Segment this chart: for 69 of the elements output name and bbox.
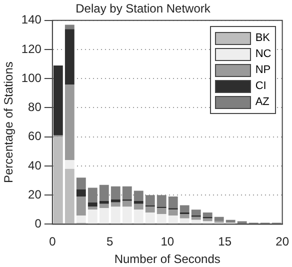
bar: [76, 196, 86, 216]
bar: [122, 206, 132, 224]
bar: [53, 136, 63, 224]
bar: [88, 202, 98, 207]
bar: [180, 218, 190, 224]
x-tick-label: 0: [49, 234, 56, 249]
chart-title: Delay by Station Network: [76, 2, 212, 16]
bar: [145, 195, 155, 206]
bar: [156, 214, 166, 224]
y-tick-label: 80: [28, 100, 42, 114]
bar: [64, 168, 74, 224]
bar: [145, 206, 155, 213]
bar: [134, 200, 144, 204]
y-tick-label: 20: [28, 187, 42, 202]
bar: [134, 190, 144, 201]
legend-label: BK: [255, 32, 270, 44]
bar: [168, 196, 178, 208]
bar: [191, 216, 201, 220]
bar: [99, 208, 109, 224]
x-tick-label: 20: [276, 234, 290, 249]
legend-label: NC: [255, 48, 272, 60]
bar: [202, 218, 212, 222]
legend-label: NP: [255, 64, 271, 76]
bar: [76, 215, 86, 223]
bar: [53, 66, 63, 136]
bar: [110, 199, 120, 202]
bar: [134, 204, 144, 210]
bar: [180, 214, 190, 218]
x-tick-label: 5: [106, 234, 114, 249]
bar: [134, 210, 144, 224]
bar: [64, 84, 74, 160]
bar: [110, 206, 120, 224]
y-tick-label: 140: [21, 12, 42, 27]
bar: [64, 24, 74, 30]
bar: [180, 205, 190, 213]
y-tick-label: 60: [28, 129, 42, 144]
bar: [64, 29, 74, 84]
bar: [156, 195, 166, 207]
bar: [168, 215, 178, 224]
bar: [214, 216, 224, 222]
bar: [88, 206, 98, 210]
y-tick-label: 100: [21, 70, 42, 85]
bar: [202, 212, 212, 217]
y-tick-label: 120: [21, 42, 42, 56]
bar: [168, 210, 178, 216]
x-axis-title: Number of Seconds: [114, 252, 220, 266]
bar: [99, 184, 109, 201]
x-tick-label: 10: [160, 234, 174, 249]
bar: [191, 210, 201, 216]
legend-label: AZ: [255, 96, 270, 108]
y-tick-label: 40: [28, 158, 42, 172]
x-tick-label: 15: [218, 234, 232, 249]
bar: [191, 220, 201, 224]
bar: [88, 188, 98, 202]
bar: [64, 160, 74, 169]
bar: [76, 178, 86, 190]
bar: [145, 212, 155, 224]
y-axis-title: Percentage of Stations: [2, 62, 16, 184]
bar: [156, 208, 166, 214]
y-tick-label: 0: [34, 216, 42, 231]
bar: [122, 200, 132, 207]
bar: [110, 202, 120, 207]
bar: [122, 186, 132, 200]
bar: [76, 189, 86, 197]
legend-label: CI: [255, 80, 266, 92]
bar: [110, 186, 120, 200]
bar: [99, 204, 109, 208]
bar: [88, 210, 98, 224]
bar: [99, 200, 109, 204]
